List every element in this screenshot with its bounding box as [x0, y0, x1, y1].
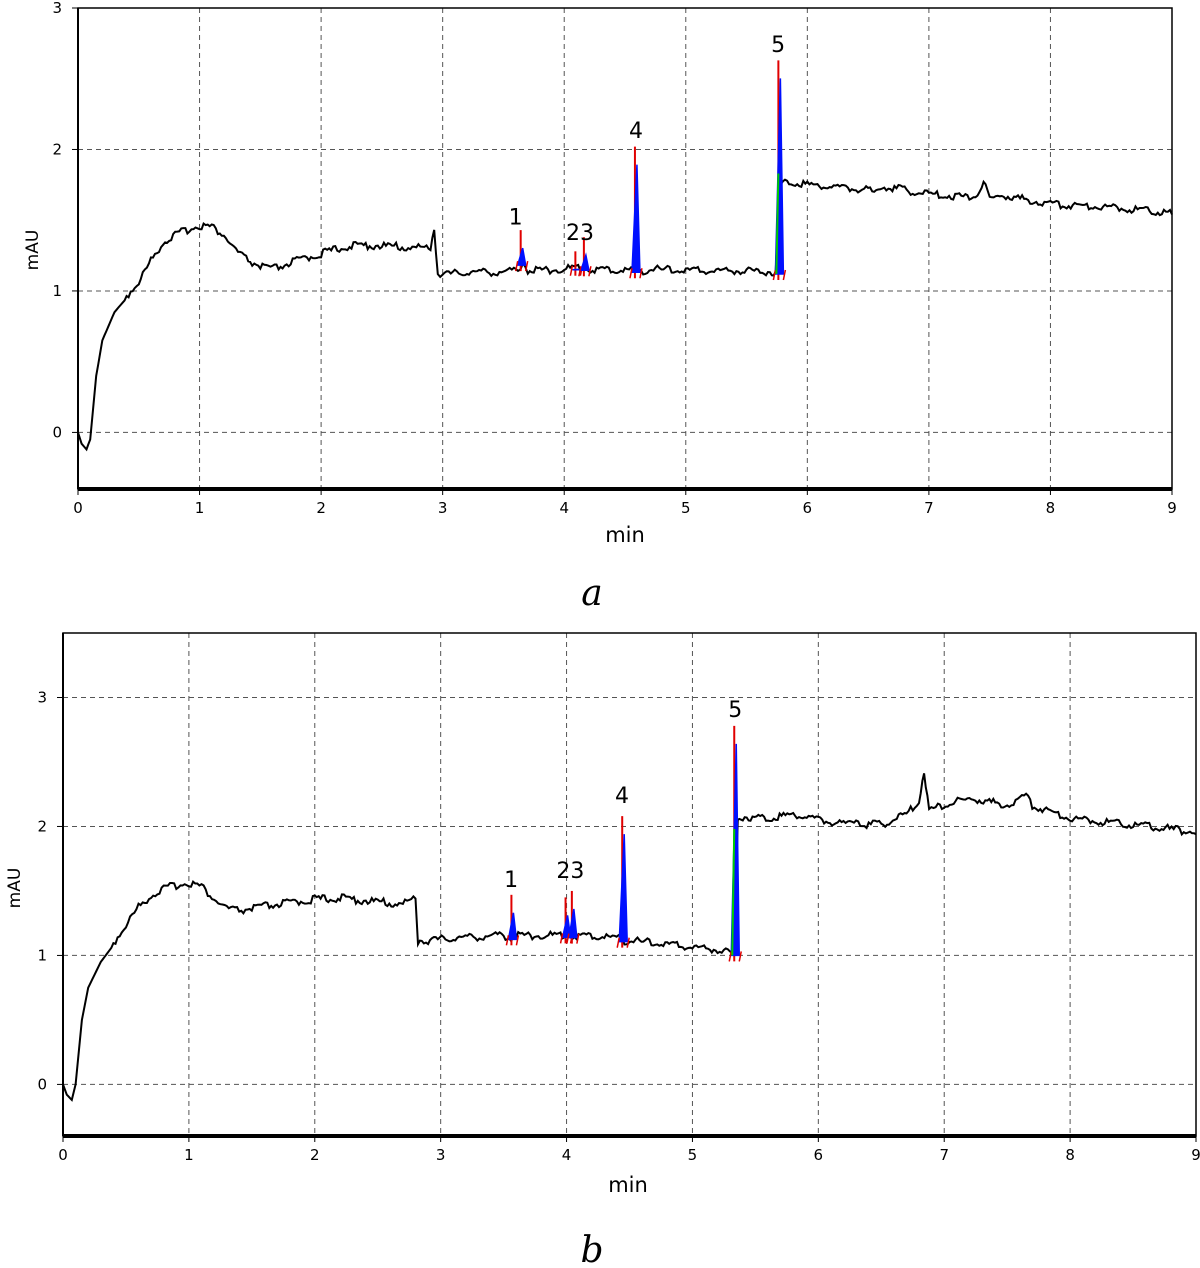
x-tick-label: 5 — [688, 1146, 698, 1164]
y-tick-label: 3 — [52, 0, 62, 17]
y-tick-label: 0 — [37, 1075, 47, 1093]
peak-2-start-marker — [569, 265, 574, 276]
x-axis-label: min — [608, 1173, 648, 1197]
x-tick-label: 2 — [310, 1146, 320, 1164]
y-tick-label: 2 — [37, 817, 47, 835]
y-axis-label: mAU — [5, 868, 25, 909]
y-tick-label: 1 — [37, 946, 47, 964]
peak-1-end-marker — [524, 260, 529, 272]
x-tick-label: 8 — [1046, 499, 1056, 517]
peak-3-start-marker — [578, 266, 582, 277]
peak-label: 1 — [504, 868, 518, 893]
x-tick-label: 0 — [58, 1146, 68, 1164]
peak-3-end-marker — [588, 266, 592, 277]
peak-4-start-marker — [629, 268, 633, 279]
peak-1-area — [507, 912, 518, 941]
peak-5-end-marker — [738, 951, 742, 962]
x-tick-label: 4 — [562, 1146, 572, 1164]
x-tick-label: 7 — [939, 1146, 949, 1164]
x-tick-label: 6 — [814, 1146, 824, 1164]
peak-1-start-marker — [514, 260, 519, 272]
y-tick-label: 3 — [37, 688, 47, 706]
x-tick-label: 9 — [1191, 1146, 1200, 1164]
peak-5-start-marker — [728, 951, 732, 962]
x-tick-label: 6 — [803, 499, 813, 517]
x-tick-label: 5 — [681, 499, 691, 517]
x-tick-label: 3 — [436, 1146, 446, 1164]
peak-2-area — [561, 915, 572, 939]
peak-5-end-marker — [782, 269, 787, 281]
chromatogram-trace — [77, 178, 1173, 452]
plot-frame — [77, 7, 1173, 490]
panel-caption-a: a — [581, 573, 602, 614]
peak-3-end-marker — [576, 933, 580, 944]
peak-4-area — [618, 834, 628, 943]
panel-caption-b: b — [580, 1230, 603, 1268]
peak-label: 1 — [509, 205, 523, 230]
y-tick-label: 2 — [52, 140, 62, 158]
peak-4-end-marker — [626, 937, 630, 948]
peak-1-end-marker — [515, 935, 520, 946]
peak-label: 5 — [771, 33, 785, 58]
y-tick-label: 1 — [52, 282, 62, 300]
peak-3-area — [567, 908, 578, 939]
y-tick-label: 0 — [52, 423, 62, 441]
x-tick-label: 7 — [924, 499, 934, 517]
peak-4-end-marker — [639, 268, 643, 279]
peak-3-start-marker — [566, 933, 570, 944]
x-tick-label: 4 — [559, 499, 569, 517]
peak-label: 23 — [556, 859, 584, 884]
plot-frame — [62, 632, 1197, 1137]
peak-1-area — [516, 247, 527, 266]
x-tick-label: 8 — [1065, 1146, 1075, 1164]
peak-label: 4 — [615, 784, 629, 809]
chromatogram-trace — [62, 773, 1197, 1102]
x-tick-label: 1 — [195, 499, 205, 517]
x-axis-label: min — [605, 523, 645, 547]
peak-5-start-marker — [772, 269, 777, 281]
x-tick-label: 2 — [316, 499, 326, 517]
peak-label: 4 — [629, 119, 643, 144]
y-axis-label: mAU — [23, 230, 43, 271]
peak-label: 5 — [728, 698, 742, 723]
peak-2-start-marker — [559, 933, 564, 944]
peak-3-area — [579, 252, 590, 272]
x-tick-label: 9 — [1167, 499, 1177, 517]
peak-4-start-marker — [616, 937, 620, 948]
x-tick-label: 1 — [184, 1146, 194, 1164]
peak-5-rise-marker — [731, 829, 736, 956]
peak-5-rise-marker — [775, 173, 780, 274]
x-tick-label: 0 — [73, 499, 83, 517]
x-tick-label: 3 — [438, 499, 448, 517]
peak-1-start-marker — [505, 935, 510, 946]
peak-label: 23 — [566, 221, 594, 246]
peak-4-area — [631, 164, 641, 274]
